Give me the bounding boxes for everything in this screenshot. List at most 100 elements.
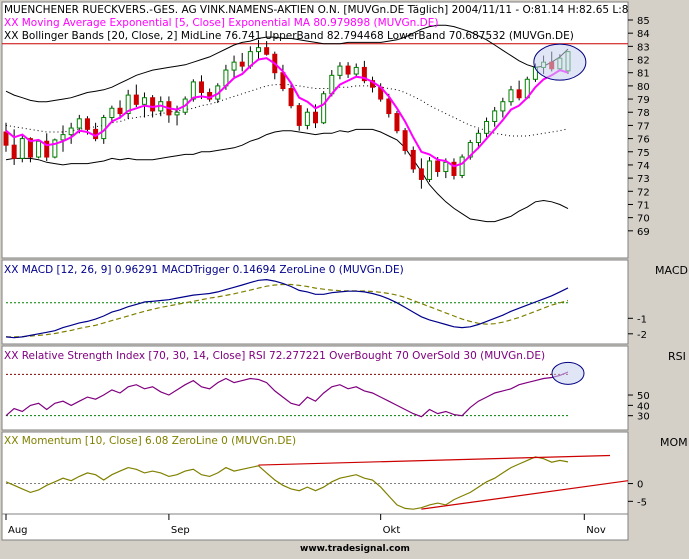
momentum-tick-label: -5 bbox=[637, 497, 647, 508]
time-tick-label: Okt bbox=[383, 525, 401, 536]
ema-line bbox=[5, 57, 569, 168]
bollinger-upper-band bbox=[5, 24, 569, 103]
price-tick-label: 74 bbox=[637, 161, 650, 172]
candle-body bbox=[500, 101, 506, 112]
rsi-series-layer bbox=[5, 361, 585, 418]
momentum-series-layer bbox=[5, 454, 629, 510]
candle-body bbox=[459, 156, 465, 176]
candle-body bbox=[451, 161, 457, 176]
candle-body bbox=[231, 61, 237, 71]
rsi-tick-label: 50 bbox=[637, 391, 650, 402]
bollinger-midline bbox=[5, 84, 569, 137]
momentum-axis-label: MOM bbox=[660, 436, 688, 449]
price-tick-label: 85 bbox=[637, 16, 650, 27]
price-tick-label: 76 bbox=[637, 135, 650, 146]
time-tick-label: Sep bbox=[171, 525, 190, 536]
rsi-highlight-circle bbox=[551, 361, 585, 385]
rsi-line bbox=[5, 371, 569, 418]
highlight-circle bbox=[533, 43, 587, 81]
candle-body bbox=[304, 111, 310, 126]
candle-body bbox=[435, 160, 441, 173]
candle-body bbox=[76, 118, 82, 129]
candle-body bbox=[353, 66, 359, 75]
candle-body bbox=[443, 161, 449, 173]
price-tick-label: 79 bbox=[637, 95, 650, 106]
rsi-axis-label: RSI bbox=[668, 350, 686, 363]
chart-title: MUENCHENER RUECKVERS.-GES. AG VINK.NAMEN… bbox=[4, 4, 628, 16]
candle-body bbox=[345, 65, 351, 75]
candle-body bbox=[264, 47, 270, 55]
candle-body bbox=[386, 98, 392, 115]
candle-body bbox=[361, 66, 367, 82]
candle-body bbox=[60, 134, 66, 141]
candle-body bbox=[516, 89, 522, 99]
macd-tick-label: -1 bbox=[637, 314, 647, 325]
candle-body bbox=[125, 94, 131, 115]
candle-body bbox=[255, 47, 261, 53]
candle-body bbox=[133, 94, 139, 105]
momentum-legend[interactable]: XX Momentum [10, Close] 6.08 ZeroLine 0 … bbox=[4, 435, 296, 447]
momentum-tick-label: 0 bbox=[637, 480, 643, 491]
candle-body bbox=[27, 138, 33, 158]
price-tick-label: 80 bbox=[637, 82, 650, 93]
candle-body bbox=[402, 130, 408, 151]
price-tick-label: 69 bbox=[637, 227, 650, 238]
price-tick-label: 83 bbox=[637, 42, 650, 53]
rsi-tick-label: 30 bbox=[637, 412, 650, 423]
macd-axis-label: MACD bbox=[655, 264, 688, 277]
candle-body bbox=[11, 144, 17, 159]
candle-body bbox=[418, 168, 424, 180]
momentum-line bbox=[5, 456, 569, 510]
candle-body bbox=[174, 111, 180, 116]
candle-body bbox=[427, 160, 433, 180]
candle-body bbox=[484, 120, 490, 134]
macd-tick-label: -2 bbox=[637, 330, 647, 341]
candle-body bbox=[337, 65, 343, 76]
rsi-tick-label: 40 bbox=[637, 401, 650, 412]
rsi-legend[interactable]: XX Relative Strength Index [70, 30, 14, … bbox=[4, 350, 545, 362]
bollinger-legend[interactable]: XX Bollinger Bands [20, Close, 2] MidLin… bbox=[4, 30, 574, 42]
macd-series-layer bbox=[5, 278, 569, 339]
price-panel bbox=[1, 1, 629, 259]
momentum-lower-trendline bbox=[421, 480, 629, 510]
ema-legend[interactable]: XX Moving Average Exponential [5, Close]… bbox=[4, 17, 438, 29]
time-tick-label: Aug bbox=[8, 525, 28, 536]
macd-line bbox=[5, 278, 569, 339]
time-axis-panel bbox=[1, 513, 629, 541]
candle-body bbox=[239, 61, 245, 67]
candle-body bbox=[84, 118, 90, 130]
candle-body bbox=[150, 97, 156, 112]
candle-body bbox=[52, 139, 58, 158]
candle-body bbox=[141, 97, 147, 105]
candle-body bbox=[117, 107, 123, 115]
candle-body bbox=[109, 107, 115, 119]
bollinger-lower-band bbox=[5, 128, 569, 223]
macd-legend[interactable]: XX MACD [12, 26, 9] 0.96291 MACDTrigger … bbox=[4, 264, 404, 276]
candle-body bbox=[3, 131, 9, 146]
macd-panel bbox=[1, 259, 629, 345]
candle-body bbox=[296, 105, 302, 126]
price-tick-label: 78 bbox=[637, 108, 650, 119]
candle-body bbox=[313, 111, 319, 124]
candle-body bbox=[68, 127, 74, 136]
candle-body bbox=[508, 89, 514, 103]
brand-footer[interactable]: www.tradesignal.com bbox=[300, 544, 410, 554]
price-tick-label: 81 bbox=[637, 69, 650, 80]
price-tick-label: 84 bbox=[637, 29, 650, 40]
price-tick-label: 73 bbox=[637, 174, 650, 185]
momentum-upper-trendline bbox=[258, 454, 611, 466]
candle-body bbox=[475, 132, 481, 144]
price-tick-label: 77 bbox=[637, 121, 650, 132]
price-tick-label: 71 bbox=[637, 200, 650, 211]
axis-layer: 69 70 71 72 73 74 75 76 77 78 79 80 81 82 83 84 85 -2 -1 30… bbox=[5, 16, 650, 536]
candle-body bbox=[44, 140, 50, 158]
time-tick-label: Nov bbox=[586, 525, 606, 536]
candle-body bbox=[492, 110, 498, 122]
price-tick-label: 75 bbox=[637, 148, 650, 159]
candle-body bbox=[36, 140, 42, 158]
momentum-panel bbox=[1, 431, 629, 515]
candle-body bbox=[19, 138, 25, 159]
price-series-layer bbox=[2, 24, 628, 223]
